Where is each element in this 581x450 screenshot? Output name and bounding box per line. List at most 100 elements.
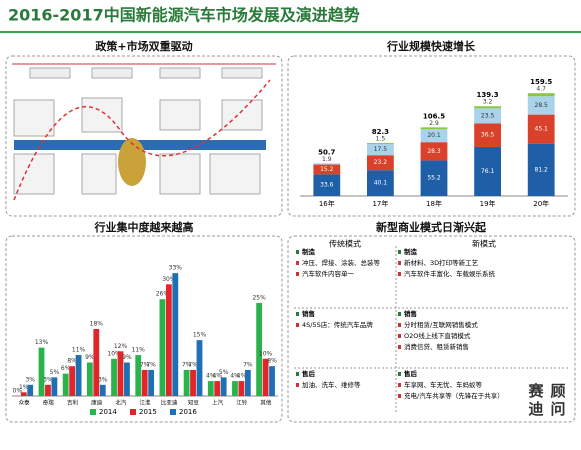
total-label: 159.5 [530, 78, 552, 86]
value-label: 10% [259, 350, 273, 357]
row-item: 新材料、3D打印等新工艺 [404, 258, 479, 267]
value-label: 26% [156, 291, 170, 298]
value-label: 4% [206, 373, 216, 380]
bullet [398, 261, 401, 265]
brand-box [522, 382, 572, 418]
x-tick-label: 上汽 [212, 399, 224, 407]
table-header: 传统模式 [329, 239, 361, 249]
legend-swatch [130, 409, 136, 415]
value-label: 3.2 [483, 99, 493, 106]
bullet [398, 345, 401, 349]
bar [38, 347, 45, 396]
x-tick-label: 19年 [480, 199, 496, 208]
value-label: 13% [35, 339, 49, 346]
value-label: 9% [122, 354, 132, 361]
value-label: 81.2 [535, 166, 549, 173]
bar-segment [527, 114, 555, 144]
bar [124, 362, 130, 396]
value-label: 7% [146, 361, 156, 368]
bar-segment [527, 96, 555, 115]
bar [214, 381, 221, 396]
row-item: 消费信贷、租赁新销售 [404, 342, 469, 351]
x-tick-label: 吉利 [67, 399, 78, 407]
value-label: 23.5 [481, 112, 495, 119]
bar-segment [474, 146, 501, 196]
value-label: 0% [13, 388, 23, 395]
bar-segment [474, 123, 501, 147]
total-label: 139.3 [477, 91, 499, 99]
row-item: 汽车软件丰富化、车载娱乐系统 [404, 269, 496, 278]
bar [220, 377, 227, 396]
bar-segment [474, 108, 501, 124]
value-label: 7% [140, 361, 150, 368]
value-label: 12% [114, 343, 128, 350]
row-heading: 销售 [302, 309, 315, 318]
table-layout [294, 246, 570, 414]
bar [51, 377, 58, 396]
panel-title: 新型商业模式日渐兴起 [376, 220, 487, 234]
value-label: 4% [230, 373, 240, 380]
bar [99, 384, 106, 396]
value-label: 7% [188, 361, 198, 368]
value-label: 4% [212, 373, 222, 380]
bar [165, 284, 172, 396]
bar-segment [367, 143, 394, 156]
bullet [398, 323, 401, 327]
value-label: 28.5 [535, 102, 549, 109]
value-label: 3% [43, 376, 53, 383]
value-label: 76.1 [481, 168, 495, 175]
bullet [296, 272, 299, 276]
bar-segment [420, 129, 448, 143]
value-label: 15.2 [320, 166, 334, 173]
value-label: 3% [25, 376, 35, 383]
bar-segment [313, 174, 341, 196]
bar-segment [367, 142, 394, 144]
bar [183, 369, 190, 396]
value-label: 2.9 [429, 120, 439, 127]
value-label: 15% [193, 332, 207, 339]
value-label: 40.1 [374, 180, 388, 187]
x-tick-label: 康迪 [91, 399, 103, 407]
row-item: 汽车软件内容单一 [302, 269, 355, 278]
legend-swatch [170, 409, 176, 415]
bullet [398, 372, 401, 376]
bar-segment [527, 143, 555, 196]
bar [45, 384, 51, 396]
x-tick-label: 比亚迪 [161, 399, 178, 407]
bar [141, 369, 148, 396]
value-label: 1% [19, 384, 29, 391]
x-tick-label: 众泰 [19, 399, 31, 407]
value-label: 30% [162, 276, 176, 283]
value-label: 8% [267, 358, 277, 365]
bullet [398, 394, 401, 398]
x-tick-label: 北汽 [115, 399, 127, 407]
bar [238, 381, 245, 396]
total-label: 106.5 [423, 112, 445, 120]
value-label: 25% [252, 294, 266, 301]
bar [93, 329, 100, 396]
slide-title: 2016-2017中国新能源汽车市场发展及演进趋势 [8, 6, 360, 25]
value-label: 1.5 [376, 135, 386, 142]
value-label: 11% [72, 347, 86, 354]
value-label: 1.9 [322, 156, 332, 163]
row-heading: 售后 [302, 369, 316, 378]
value-label: 9% [85, 354, 95, 361]
bar-segment [313, 164, 341, 175]
brand-char: 问 [550, 400, 565, 418]
panel-title: 行业集中度越来越高 [94, 220, 194, 234]
bar [148, 369, 155, 396]
x-tick-label: 其他 [260, 399, 272, 407]
value-label: 5% [50, 369, 60, 376]
bar-segment [367, 155, 394, 171]
bar [117, 351, 124, 396]
x-tick-label: 18年 [426, 199, 442, 208]
bullet [398, 334, 401, 338]
model-frame [287, 235, 576, 423]
bar [244, 369, 251, 396]
value-label: 8% [67, 358, 77, 365]
value-label: 18% [90, 321, 104, 328]
bar-segment [474, 106, 501, 109]
legend-swatch [90, 409, 96, 415]
row-item: 分时租赁/互联网销售模式 [404, 320, 478, 329]
